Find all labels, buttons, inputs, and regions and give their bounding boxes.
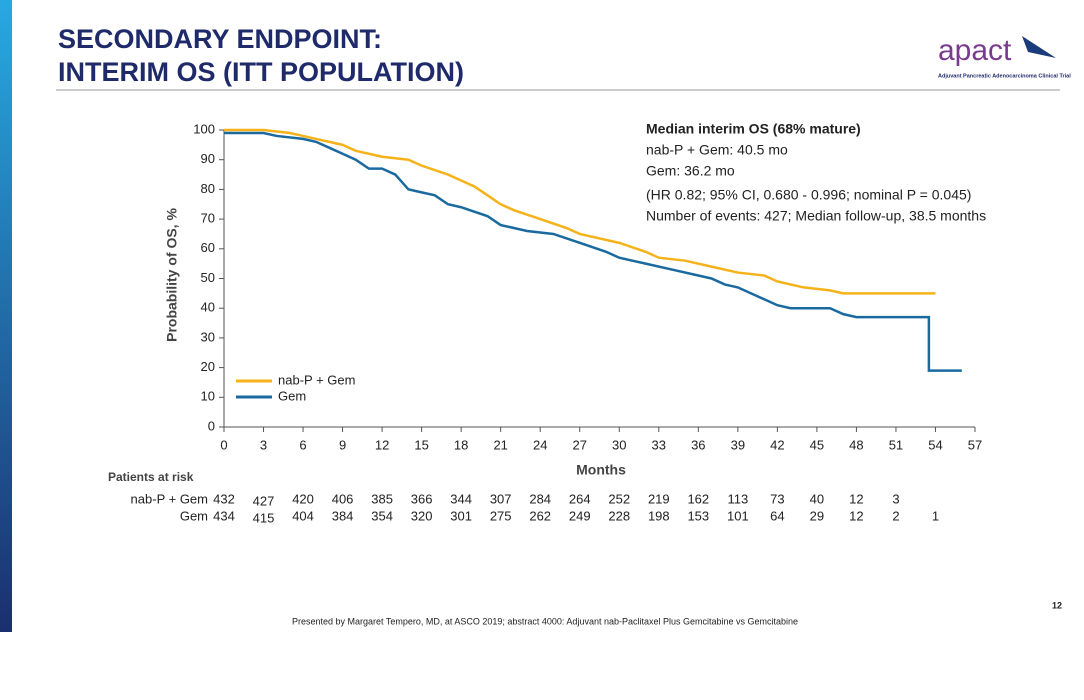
- risk-count: 432: [213, 491, 235, 506]
- x-tick-label: 42: [770, 437, 784, 452]
- y-tick-label: 0: [208, 418, 215, 433]
- risk-count: 219: [648, 491, 670, 506]
- x-tick-label: 18: [454, 437, 468, 452]
- risk-count: 198: [648, 508, 670, 523]
- risk-count: 3: [892, 491, 899, 506]
- y-tick-label: 100: [193, 121, 215, 136]
- logo-tagline: Adjuvant Pancreatic Adenocarcinoma Clini…: [938, 73, 1071, 79]
- annotation: Gem: 36.2 mo: [646, 163, 735, 179]
- side-bar: [0, 0, 12, 632]
- x-tick-label: 24: [533, 437, 547, 452]
- x-tick-label: 12: [375, 437, 389, 452]
- risk-count: 406: [332, 491, 354, 506]
- legend-label: Gem: [278, 388, 306, 403]
- y-tick-label: 20: [201, 359, 215, 374]
- y-tick-label: 30: [201, 329, 215, 344]
- y-tick-label: 80: [201, 181, 215, 196]
- risk-count: 384: [332, 508, 354, 523]
- page-number: 12: [1052, 600, 1062, 610]
- risk-count: 101: [727, 508, 749, 523]
- risk-count: 262: [529, 508, 551, 523]
- risk-count: 275: [490, 508, 512, 523]
- x-axis-label: Months: [576, 462, 626, 478]
- title-line: INTERIM OS (ITT POPULATION): [58, 57, 464, 87]
- x-tick-label: 48: [849, 437, 863, 452]
- risk-count: 427: [253, 493, 275, 508]
- x-tick-label: 3: [260, 437, 267, 452]
- risk-count: 1: [932, 508, 939, 523]
- risk-count: 73: [770, 491, 784, 506]
- risk-count: 420: [292, 491, 314, 506]
- legend-label: nab-P + Gem: [278, 372, 355, 387]
- risk-count: 113: [727, 491, 748, 506]
- risk-count: 153: [687, 508, 709, 523]
- risk-count: 301: [450, 508, 472, 523]
- annotation: Number of events: 427; Median follow-up,…: [646, 208, 986, 224]
- annotation: Median interim OS (68% mature): [646, 121, 861, 137]
- x-tick-label: 45: [810, 437, 824, 452]
- risk-row-name: Gem: [180, 508, 208, 523]
- x-tick-label: 39: [731, 437, 745, 452]
- y-tick-label: 90: [201, 151, 215, 166]
- risk-count: 354: [371, 508, 393, 523]
- risk-count: 385: [371, 491, 393, 506]
- x-tick-label: 0: [220, 437, 227, 452]
- risk-count: 320: [411, 508, 433, 523]
- title-line: SECONDARY ENDPOINT:: [58, 24, 382, 54]
- y-tick-label: 10: [201, 389, 215, 404]
- risk-count: 415: [253, 510, 275, 525]
- y-axis-label: Probability of OS, %: [164, 208, 180, 342]
- y-tick-label: 50: [201, 270, 215, 285]
- risk-count: 307: [490, 491, 512, 506]
- x-tick-label: 36: [691, 437, 705, 452]
- x-tick-label: 15: [414, 437, 428, 452]
- x-tick-label: 9: [339, 437, 346, 452]
- x-tick-label: 57: [968, 437, 982, 452]
- km-curve: [224, 128, 936, 295]
- x-tick-label: 21: [493, 437, 507, 452]
- risk-row-name: nab-P + Gem: [131, 491, 208, 506]
- logo-mark: [1022, 36, 1056, 58]
- risk-count: 404: [292, 508, 314, 523]
- risk-count: 64: [770, 508, 784, 523]
- x-tick-label: 6: [299, 437, 306, 452]
- risk-count: 228: [608, 508, 630, 523]
- risk-count: 366: [411, 491, 433, 506]
- risk-title: Patients at risk: [108, 470, 194, 484]
- logo: apact: [938, 34, 1012, 67]
- x-tick-label: 51: [889, 437, 903, 452]
- risk-count: 12: [849, 491, 863, 506]
- x-tick-label: 30: [612, 437, 626, 452]
- footer: Presented by Margaret Tempero, MD, at AS…: [292, 616, 798, 626]
- risk-count: 284: [529, 491, 551, 506]
- x-tick-label: 54: [928, 437, 942, 452]
- y-tick-label: 40: [201, 300, 215, 315]
- risk-count: 434: [213, 508, 235, 523]
- y-tick-label: 60: [201, 240, 215, 255]
- risk-count: 40: [810, 491, 824, 506]
- risk-count: 2: [892, 508, 899, 523]
- risk-count: 162: [687, 491, 709, 506]
- x-tick-label: 27: [573, 437, 587, 452]
- risk-count: 249: [569, 508, 591, 523]
- risk-count: 344: [450, 491, 472, 506]
- risk-count: 264: [569, 491, 591, 506]
- risk-count: 252: [608, 491, 630, 506]
- risk-count: 29: [810, 508, 824, 523]
- annotation: nab-P + Gem: 40.5 mo: [646, 142, 788, 158]
- km-curve: [224, 131, 962, 372]
- risk-count: 12: [849, 508, 863, 523]
- annotation: (HR 0.82; 95% CI, 0.680 - 0.996; nominal…: [646, 187, 971, 203]
- y-tick-label: 70: [201, 211, 215, 226]
- x-tick-label: 33: [652, 437, 666, 452]
